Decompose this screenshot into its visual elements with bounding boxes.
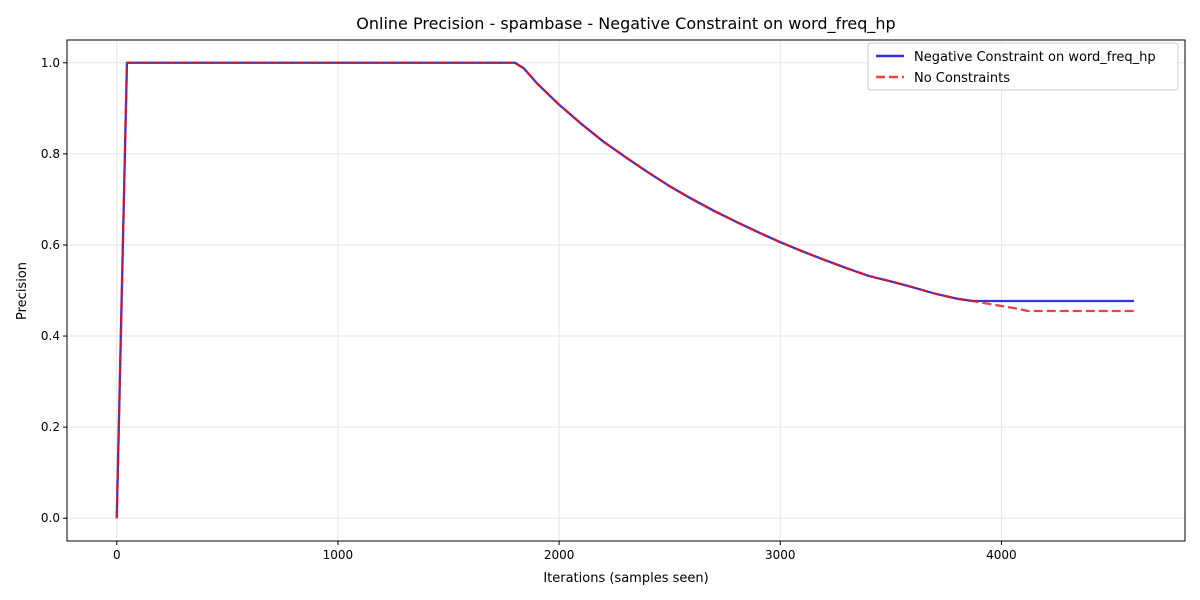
- y-tick-label: 0.2: [41, 420, 60, 434]
- y-tick-label: 0.6: [41, 238, 60, 252]
- x-tick-label: 4000: [986, 548, 1017, 562]
- y-tick-label: 0.8: [41, 147, 60, 161]
- legend-label-no-constraints: No Constraints: [914, 71, 1010, 86]
- legend-box: [867, 42, 1179, 91]
- chart-title: Online Precision - spambase - Negative C…: [356, 14, 895, 34]
- x-tick-label: 0: [113, 548, 121, 562]
- series-line-no-constraints: [115, 61, 1135, 519]
- legend: Negative Constraint on word_freq_hp No C…: [867, 42, 1179, 91]
- plot-frame: [66, 39, 1186, 542]
- y-tick-label: 0.0: [41, 511, 60, 525]
- y-tick-label: 1.0: [41, 56, 60, 70]
- plot-area: [115, 61, 1135, 519]
- x-tick-label: 3000: [765, 548, 796, 562]
- x-tick-label: 2000: [544, 548, 575, 562]
- y-tick-label: 0.4: [41, 329, 60, 343]
- y-axis-label: Precision: [15, 262, 30, 320]
- axis-ticks: 0 1000 2000 3000 4000 0.0 0.2 0.4 0.6 0.8 1.0: [41, 56, 1017, 562]
- x-axis-label: Iterations (samples seen): [543, 571, 708, 586]
- x-tick-label: 1000: [323, 548, 354, 562]
- legend-label-constraint: Negative Constraint on word_freq_hp: [914, 50, 1156, 65]
